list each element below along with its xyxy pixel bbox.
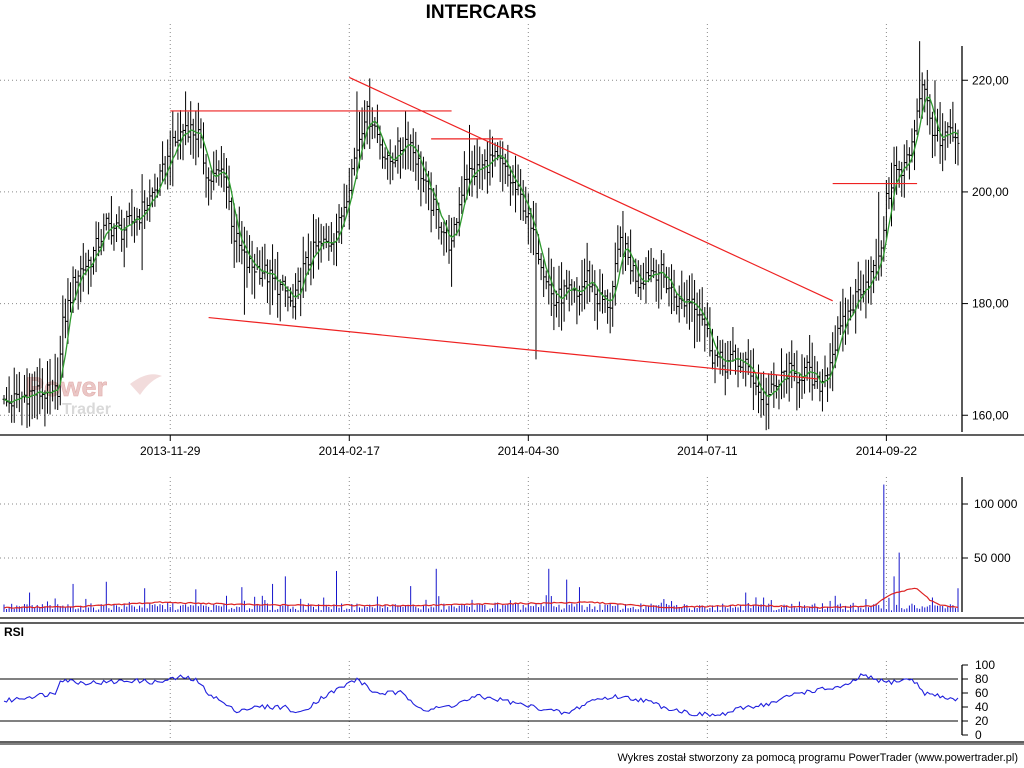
rsi-tick-label: 80 (975, 672, 989, 686)
overlay-lines (3, 76, 959, 718)
price-tick-label: 200,00 (972, 185, 1009, 199)
volume-bars (3, 484, 959, 612)
rsi-tick-label: 60 (975, 686, 989, 700)
date-tick-label: 2014-07-11 (677, 444, 738, 458)
date-tick-label: 2014-04-30 (498, 444, 560, 458)
footer-credit: Wykres został stworzony za pomocą progra… (617, 752, 1018, 764)
rsi-line (3, 673, 959, 718)
price-tick-label: 220,00 (972, 73, 1009, 87)
rsi-tick-label: 20 (975, 714, 989, 728)
date-tick-label: 2014-02-17 (319, 444, 381, 458)
trendline (208, 316, 818, 380)
volume-average-line (3, 587, 959, 609)
axis-labels: 160,00 180,00 200,00 220,00 2013-11-29 2014-0… (140, 73, 1018, 742)
date-tick-label: 2013-11-29 (140, 444, 201, 458)
rsi-tick-label: 40 (975, 700, 989, 714)
price-tick-label: 180,00 (972, 297, 1009, 311)
volume-tick-label: 50 000 (974, 551, 1011, 565)
frame-layer (0, 46, 1024, 745)
price-bars (2, 41, 960, 431)
volume-tick-label: 100 000 (974, 497, 1018, 511)
watermark-trader: Trader (62, 401, 111, 418)
moving-average-line (3, 95, 959, 404)
date-tick-label: 2014-09-22 (856, 444, 918, 458)
rsi-panel-label: RSI (4, 625, 24, 639)
chart-title: INTERCARS (426, 2, 537, 23)
rsi-tick-label: 0 (975, 728, 982, 742)
watermark-logo: Power Trader (26, 372, 162, 418)
watermark-power: Power (26, 372, 108, 402)
price-tick-label: 160,00 (972, 408, 1009, 422)
rsi-tick-label: 100 (975, 658, 995, 672)
trendline (349, 76, 833, 302)
